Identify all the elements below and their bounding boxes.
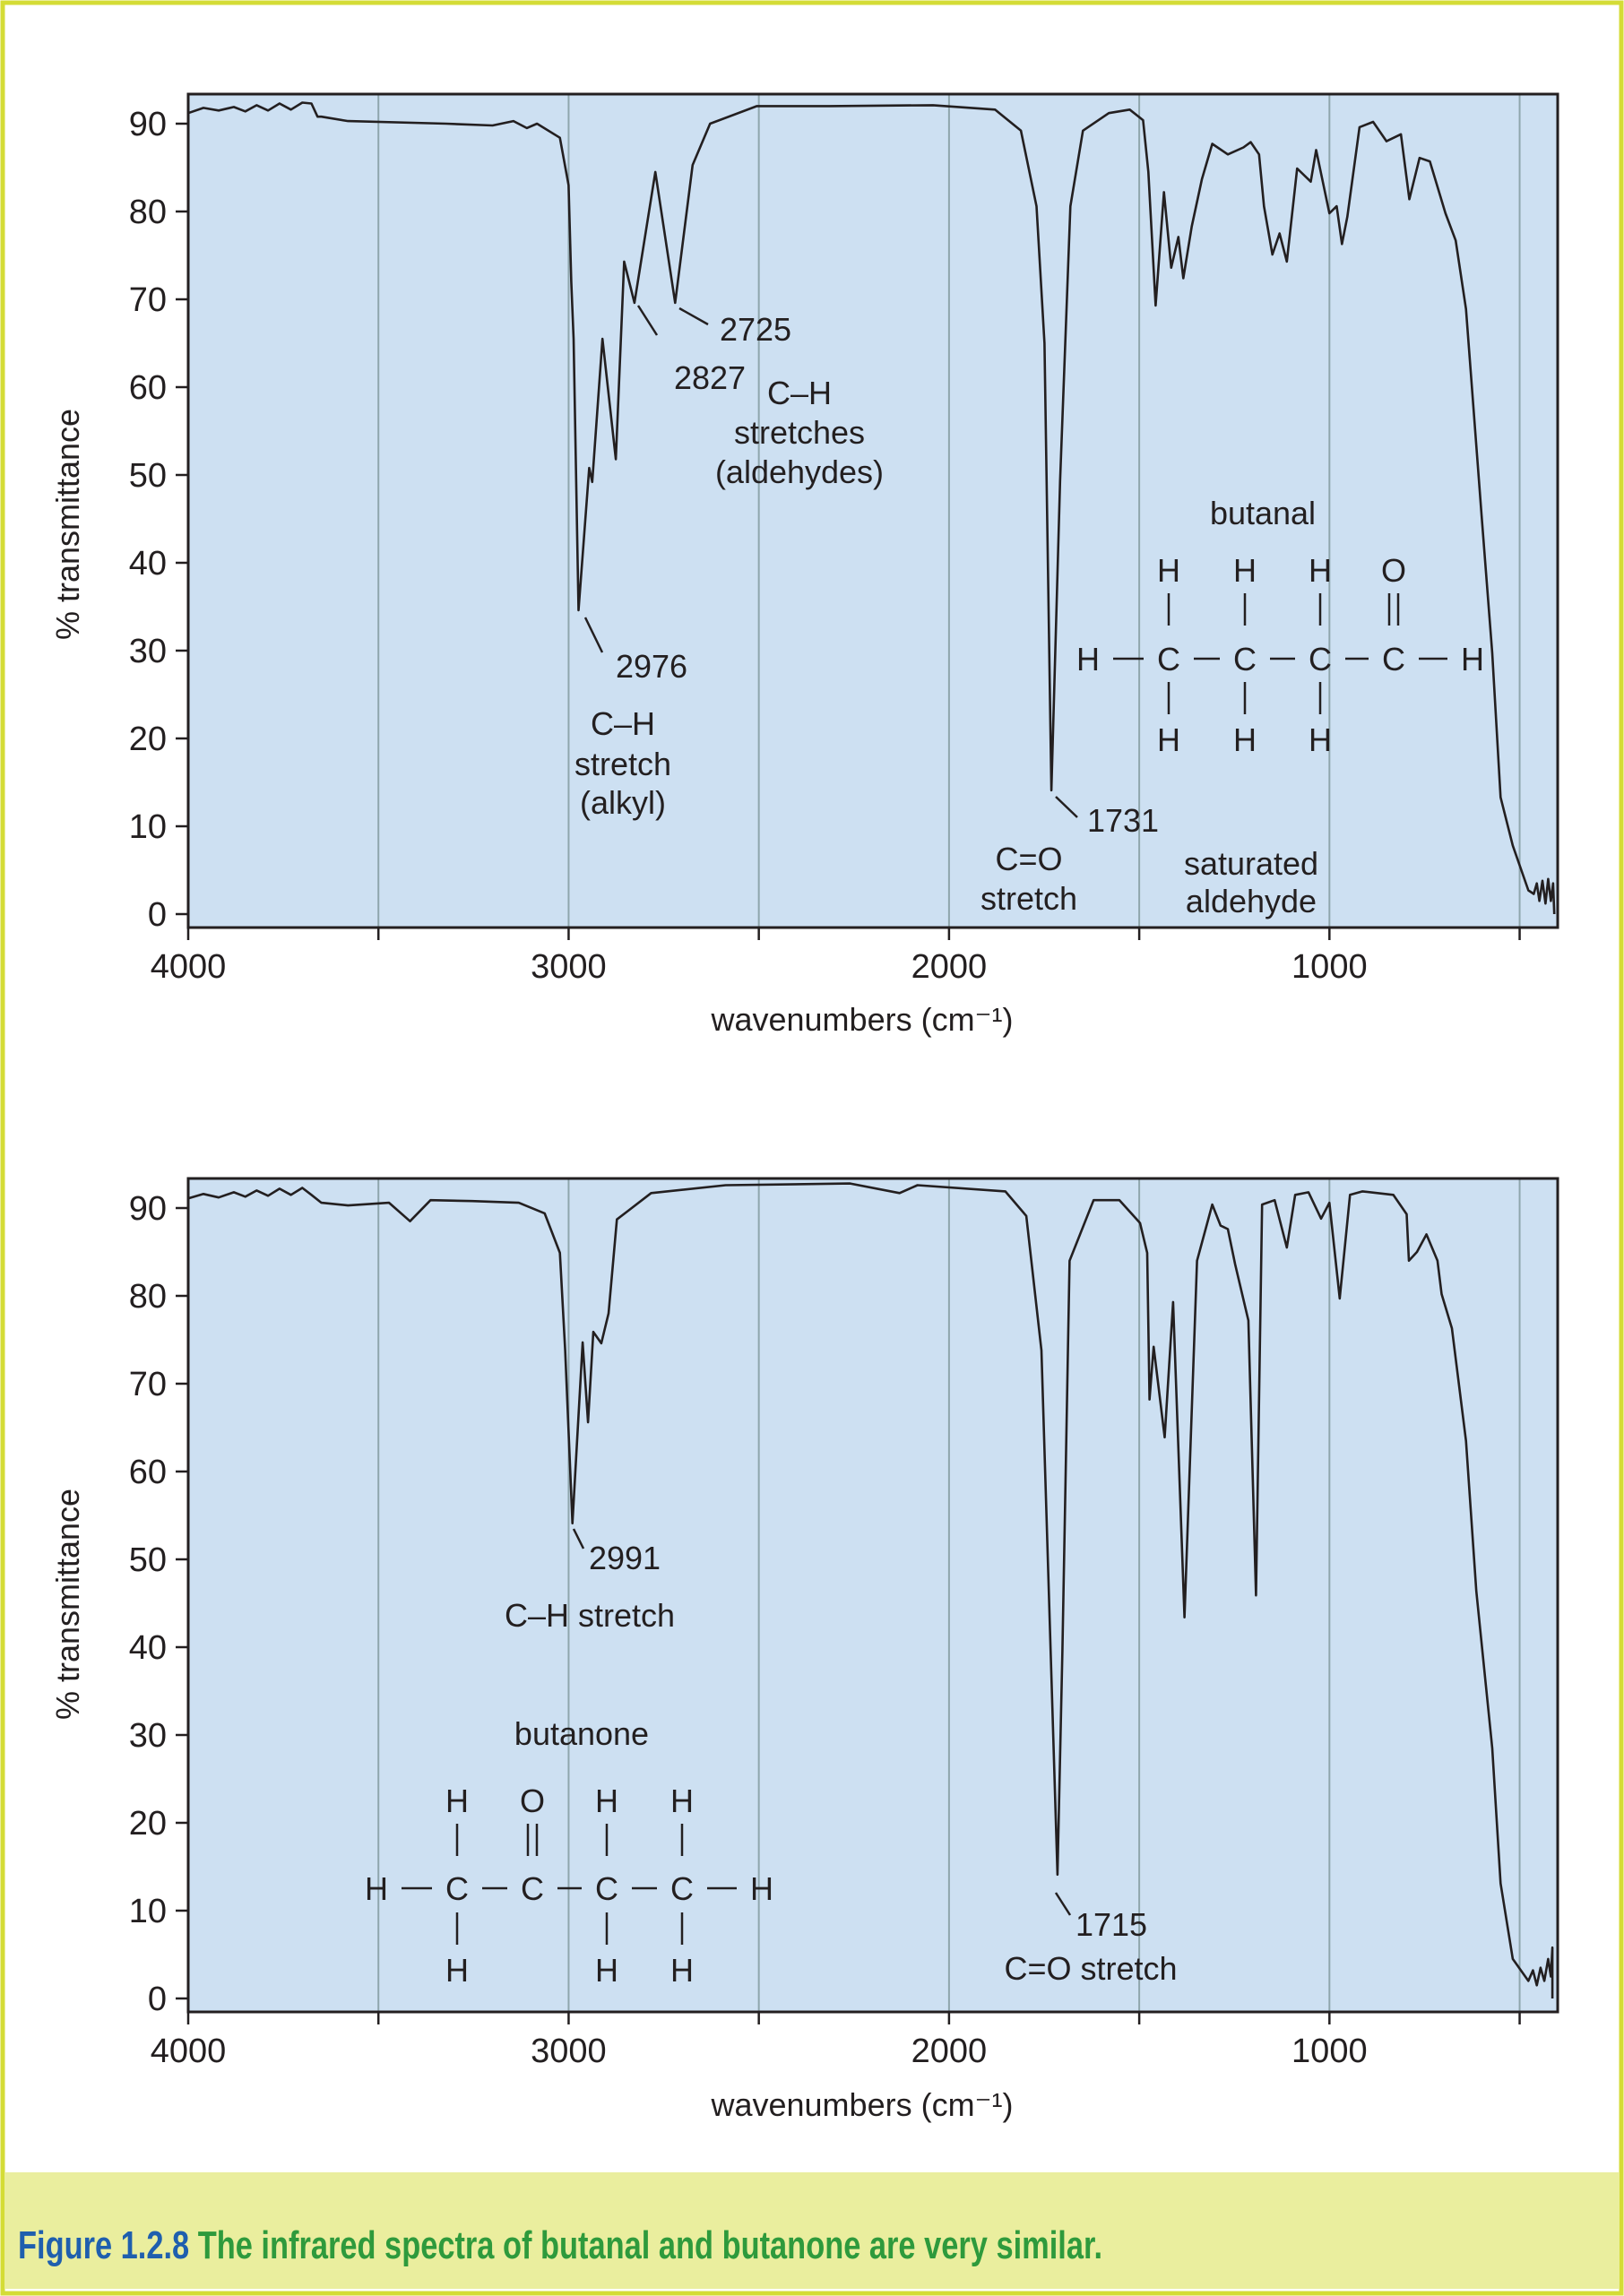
atom-c: C xyxy=(1157,641,1180,678)
alkyl-desc-2: stretch xyxy=(574,746,671,782)
y-tick-label: 80 xyxy=(129,194,167,231)
y-tick-label: 20 xyxy=(129,721,167,758)
atom-h: H xyxy=(1233,552,1257,589)
x-tick-label: 3000 xyxy=(531,2033,607,2070)
atom-c: C xyxy=(1309,641,1332,678)
plot-area xyxy=(188,94,1558,928)
atom-h: H xyxy=(1309,552,1332,589)
butanal-annotations: 2976 C–H stretch (alkyl) 2725 2827 C–H s… xyxy=(574,305,1318,919)
atom-h: H xyxy=(365,1870,388,1907)
y-tick-label: 30 xyxy=(129,633,167,670)
caption: Figure 1.2.8 The infrared spectra of but… xyxy=(18,2223,1102,2267)
y-tick-label: 90 xyxy=(129,106,167,143)
aldehyde-ch-desc-1: C–H xyxy=(767,375,832,411)
x-tick-label: 4000 xyxy=(151,2033,227,2070)
spectrum-line xyxy=(187,1182,1554,1998)
plot-area xyxy=(188,1178,1558,2012)
co-desc-2: stretch xyxy=(980,880,1077,917)
chart-2-ylabel: % transmittance xyxy=(49,1489,86,1720)
y-tick-label: 60 xyxy=(129,369,167,407)
atom-h: H xyxy=(1157,552,1180,589)
atom-c: C xyxy=(445,1870,469,1907)
butanal-structure: H H C H H C H H C H H C O xyxy=(1076,552,1484,758)
peak-2976-label: 2976 xyxy=(616,648,687,685)
caption-label: Figure 1.2.8 xyxy=(18,2223,189,2267)
atom-h: H xyxy=(1461,641,1484,678)
atom-h: H xyxy=(1309,721,1332,758)
aldehyde-ch-desc-2: stretches xyxy=(734,414,865,451)
x-tick-label: 2000 xyxy=(911,948,988,986)
atom-h: H xyxy=(445,1782,469,1819)
y-tick-label: 30 xyxy=(129,1717,167,1755)
butanone-annotations: 2991 C–H stretch butanone 1715 C=O stret… xyxy=(505,1528,1178,1987)
y-tick-label: 80 xyxy=(129,1278,167,1316)
atom-o: O xyxy=(1381,552,1406,589)
spectrum-line xyxy=(187,101,1556,915)
class-desc-1: saturated xyxy=(1184,845,1318,882)
x-tick-label: 4000 xyxy=(151,948,227,986)
aldehyde-ch-desc-3: (aldehydes) xyxy=(715,453,884,490)
peak-1731-label: 1731 xyxy=(1087,802,1159,839)
y-tick-label: 40 xyxy=(129,1629,167,1667)
y-tick-label: 60 xyxy=(129,1454,167,1491)
caption-band xyxy=(5,2172,1619,2289)
class-desc-2: aldehyde xyxy=(1186,883,1317,919)
chart-2-xlabel: wavenumbers (cm⁻¹) xyxy=(710,2086,1013,2123)
x-tick-label: 1000 xyxy=(1291,2033,1368,2070)
atom-h: H xyxy=(445,1952,469,1989)
plot-frame xyxy=(186,92,1559,929)
atom-h: H xyxy=(595,1952,618,1989)
atom-h: H xyxy=(1076,641,1100,678)
y-tick-label: 10 xyxy=(129,1893,167,1930)
peak-2725-label: 2725 xyxy=(720,311,791,348)
x-tick-label: 3000 xyxy=(531,948,607,986)
atom-c: C xyxy=(521,1870,544,1907)
atom-h: H xyxy=(670,1782,694,1819)
alkyl-desc-1: C–H xyxy=(591,705,655,742)
atom-h: H xyxy=(750,1870,773,1907)
co-stretch-desc: C=O stretch xyxy=(1004,1950,1177,1987)
y-tick-label: 40 xyxy=(129,545,167,583)
co-desc-1: C=O xyxy=(995,841,1062,877)
atom-h: H xyxy=(595,1782,618,1819)
y-tick-label: 10 xyxy=(129,808,167,846)
atom-h: H xyxy=(1157,721,1180,758)
y-tick-label: 50 xyxy=(129,457,167,495)
atom-c: C xyxy=(1382,641,1405,678)
butanone-name: butanone xyxy=(514,1715,649,1752)
atom-c: C xyxy=(670,1870,694,1907)
butanone-structure: H H C H H C O C H H C H H xyxy=(365,1782,773,1989)
ch-stretch-desc: C–H stretch xyxy=(505,1597,675,1634)
y-tick-label: 70 xyxy=(129,281,167,319)
peak-1715-label: 1715 xyxy=(1075,1906,1147,1943)
atom-h: H xyxy=(1233,721,1257,758)
y-tick-label: 90 xyxy=(129,1190,167,1228)
x-tick-label: 1000 xyxy=(1291,948,1368,986)
y-tick-label: 0 xyxy=(148,1981,167,2018)
y-tick-label: 50 xyxy=(129,1541,167,1579)
butanone-spectrum-chart: 4000 3000 2000 1000 0 10 20 30 40 50 60 70 80 90 xyxy=(129,1177,1559,2070)
atom-o: O xyxy=(520,1782,545,1819)
plot-frame xyxy=(186,1177,1559,2014)
peak-2991-label: 2991 xyxy=(589,1540,661,1576)
chart-1-ylabel: % transmittance xyxy=(49,409,86,640)
atom-c: C xyxy=(595,1870,618,1907)
caption-text: The infrared spectra of butanal and buta… xyxy=(189,2223,1102,2267)
alkyl-desc-3: (alkyl) xyxy=(580,784,666,821)
atom-c: C xyxy=(1233,641,1257,678)
atom-h: H xyxy=(670,1952,694,1989)
y-tick-label: 0 xyxy=(148,896,167,934)
peak-2827-label: 2827 xyxy=(674,359,746,396)
chart-1-xlabel: wavenumbers (cm⁻¹) xyxy=(710,1001,1013,1038)
x-tick-label: 2000 xyxy=(911,2033,988,2070)
y-tick-label: 20 xyxy=(129,1805,167,1843)
y-tick-label: 70 xyxy=(129,1366,167,1403)
butanal-spectrum-chart: 4000 3000 2000 1000 0 10 20 30 40 50 60 70 80 90 xyxy=(129,92,1559,986)
butanal-name: butanal xyxy=(1210,495,1316,531)
